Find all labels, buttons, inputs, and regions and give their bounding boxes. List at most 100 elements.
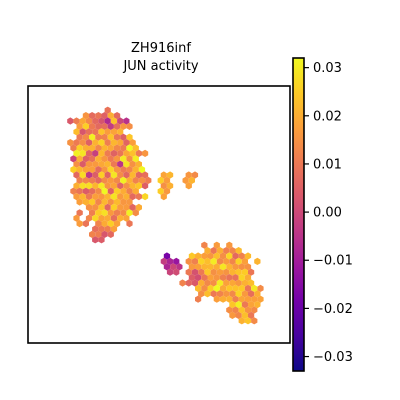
scatter-point xyxy=(207,274,214,282)
scatter-point xyxy=(85,171,93,179)
scatter-point xyxy=(229,311,236,319)
scatter-point xyxy=(85,203,93,211)
scatter-point xyxy=(160,171,167,179)
scatter-point xyxy=(207,252,214,260)
scatter-point xyxy=(204,257,211,265)
scatter-point xyxy=(89,198,96,206)
scatter-point xyxy=(235,311,242,319)
scatter-point xyxy=(166,268,174,276)
scatter-point xyxy=(160,193,167,201)
scatter-point xyxy=(244,274,252,282)
scatter-point xyxy=(207,263,214,271)
scatter-point xyxy=(113,220,121,228)
scatter-point xyxy=(101,144,108,152)
scatter-point xyxy=(92,225,99,233)
scatter-point xyxy=(210,268,217,276)
scatter-point xyxy=(226,306,233,314)
scatter-point xyxy=(113,133,121,141)
scatter-point xyxy=(232,274,239,282)
scatter-point xyxy=(107,166,114,174)
scatter-point xyxy=(213,274,220,282)
scatter-point xyxy=(120,155,127,163)
scatter-point xyxy=(92,149,99,157)
scatter-point xyxy=(107,112,114,120)
scatter-point xyxy=(223,279,230,287)
scatter-point xyxy=(101,230,108,238)
scatter-point xyxy=(132,176,139,184)
scatter-point xyxy=(201,241,208,249)
scatter-point xyxy=(123,214,130,222)
scatter-point xyxy=(76,166,83,174)
scatter-point xyxy=(89,122,96,130)
scatter-point xyxy=(117,203,124,211)
scatter-point xyxy=(201,252,208,260)
scatter-point xyxy=(204,268,211,276)
scatter-point xyxy=(95,122,102,130)
scatter-point xyxy=(110,139,118,147)
scatter-point xyxy=(82,133,89,141)
scatter-point xyxy=(79,139,86,147)
scatter-point xyxy=(98,128,105,136)
scatter-point xyxy=(195,274,202,282)
scatter-point xyxy=(82,187,89,195)
scatter-point xyxy=(126,220,133,228)
scatter-point xyxy=(188,176,195,184)
scatter-point xyxy=(201,274,208,282)
scatter-point xyxy=(129,193,136,201)
scatter-point xyxy=(210,257,217,265)
scatter-point xyxy=(216,257,224,265)
scatter-point xyxy=(107,122,114,130)
scatter-point xyxy=(85,117,93,125)
scatter-point xyxy=(117,149,124,157)
scatter-point xyxy=(160,182,167,190)
scatter-point xyxy=(82,198,89,206)
scatter-point xyxy=(223,268,230,276)
scatter-point xyxy=(129,160,136,168)
scatter-point xyxy=(117,139,124,147)
scatter-point xyxy=(101,133,108,141)
scatter-point xyxy=(123,139,130,147)
scatter-point xyxy=(213,263,220,271)
scatter-point xyxy=(142,149,149,157)
scatter-point xyxy=(92,117,99,125)
scatter-point xyxy=(244,284,252,292)
scatter-point xyxy=(229,301,236,309)
scatter-point xyxy=(198,290,205,298)
scatter-point xyxy=(244,252,252,260)
scatter-point xyxy=(235,301,242,309)
scatter-point xyxy=(219,284,227,292)
scatter-point xyxy=(73,117,80,125)
scatter-point xyxy=(117,128,124,136)
scatter-point xyxy=(120,176,127,184)
scatter-point xyxy=(89,230,96,238)
scatter-point xyxy=(101,166,108,174)
scatter-point xyxy=(70,166,77,174)
scatter-point xyxy=(185,171,192,179)
scatter-point xyxy=(104,203,111,211)
scatter-point xyxy=(176,263,183,271)
scatter-point xyxy=(117,214,124,222)
scatter-point xyxy=(73,160,80,168)
scatter-points xyxy=(67,106,264,325)
scatter-point xyxy=(104,160,111,168)
scatter-point xyxy=(120,166,127,174)
scatter-point xyxy=(73,214,80,222)
scatter-point xyxy=(241,311,248,319)
scatter-point xyxy=(145,176,152,184)
scatter-point xyxy=(120,133,127,141)
scatter-point xyxy=(229,279,236,287)
scatter-point xyxy=(188,252,195,260)
scatter-point xyxy=(132,155,139,163)
colorbar-tick-label: 0.00 xyxy=(313,206,342,221)
scatter-point xyxy=(82,144,89,152)
scatter-point xyxy=(85,214,93,222)
scatter-point xyxy=(185,279,192,287)
scatter-point xyxy=(73,171,80,179)
scatter-point xyxy=(113,166,121,174)
scatter-point xyxy=(223,247,230,255)
scatter-point xyxy=(98,171,105,179)
scatter-point xyxy=(89,144,96,152)
scatter-point xyxy=(216,279,224,287)
scatter-point xyxy=(89,133,96,141)
